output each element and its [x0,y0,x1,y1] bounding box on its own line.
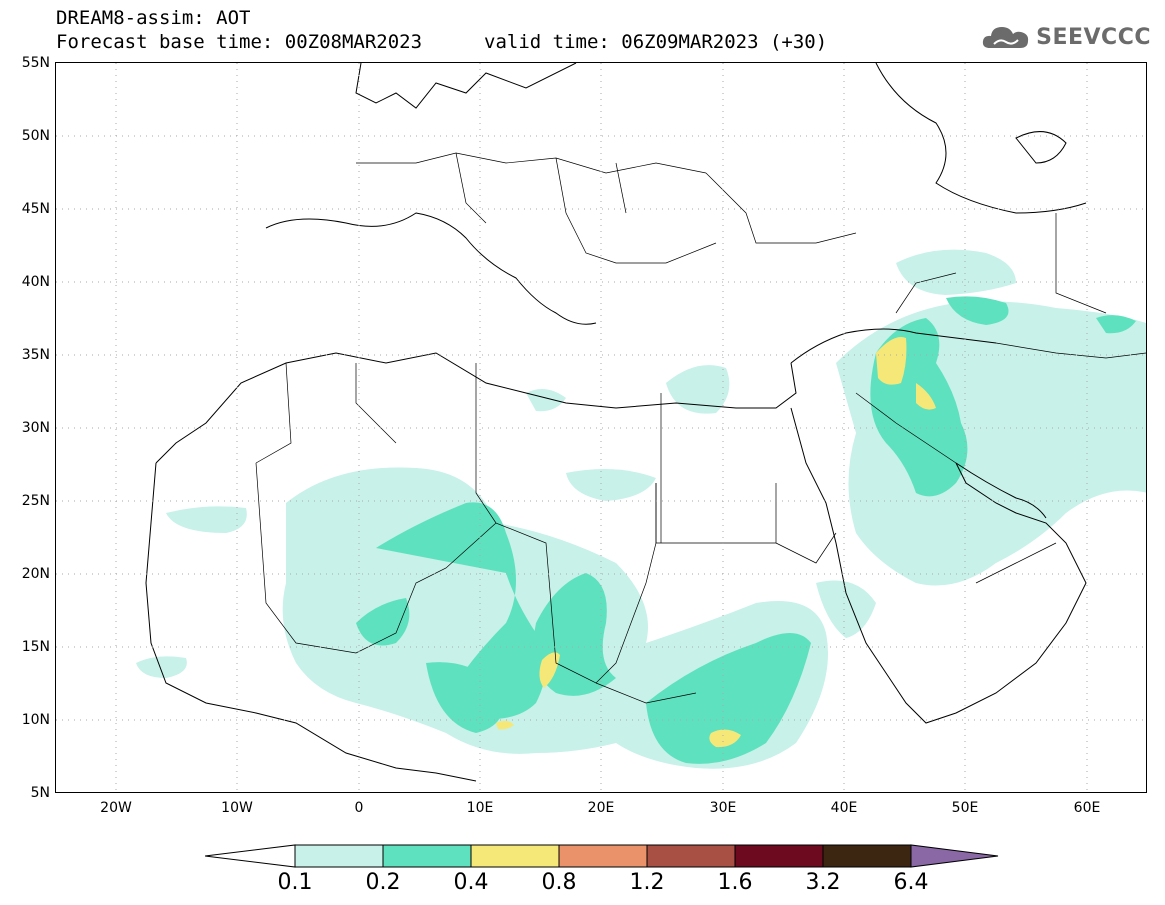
colorbar-label: 1.2 [629,870,665,895]
colorbar [205,844,999,868]
lon-label: 60E [1073,800,1101,816]
lon-label: 10W [221,800,253,816]
lon-label: 20W [100,800,132,816]
graticule [56,63,1146,792]
lat-label: 40N [21,274,50,290]
aot-contours [136,249,1146,769]
colorbar-label: 0.1 [277,870,313,895]
lon-label: 30E [709,800,737,816]
lat-label: 5N [30,785,50,801]
coastlines [145,63,1087,782]
lat-label: 25N [21,493,50,509]
title-line-1: DREAM8-assim: AOT [56,7,251,29]
title-line-3: valid time: 06Z09MAR2023 (+30) [484,31,828,53]
colorbar-label: 0.4 [453,870,489,895]
lon-label: 0 [354,800,364,816]
lat-label: 35N [21,347,50,363]
lon-label: 20E [587,800,615,816]
colorbar-label: 3.2 [805,870,841,895]
lat-label: 55N [21,55,50,71]
cloud-icon [983,27,1029,48]
colorbar-segment [470,844,560,868]
colorbar-segment [558,844,648,868]
colorbar-segment [205,844,296,868]
colorbar-segment [910,844,999,868]
lat-label: 50N [21,128,50,144]
lat-label: 45N [21,201,50,217]
colorbar-segment [646,844,736,868]
colorbar-label: 1.6 [717,870,753,895]
borders [255,152,1146,704]
colorbar-label: 0.2 [365,870,401,895]
lat-label: 15N [21,639,50,655]
colorbar-segment [382,844,472,868]
colorbar-segment [294,844,384,868]
colorbar-label: 6.4 [893,870,929,895]
lon-label: 10E [466,800,494,816]
lat-label: 20N [21,566,50,582]
logo-text: SEEVCCC [1036,24,1151,50]
lat-label: 30N [21,420,50,436]
colorbar-label: 0.8 [541,870,577,895]
seevccc-logo: SEEVCCC [980,22,1151,52]
lon-label: 40E [830,800,858,816]
map-panel [55,62,1147,793]
colorbar-segment [734,844,824,868]
colorbar-segment [822,844,912,868]
lat-label: 10N [21,712,50,728]
aot-map [56,63,1146,792]
lon-label: 50E [951,800,979,816]
title-line-2: Forecast base time: 00Z08MAR2023 [56,31,423,53]
